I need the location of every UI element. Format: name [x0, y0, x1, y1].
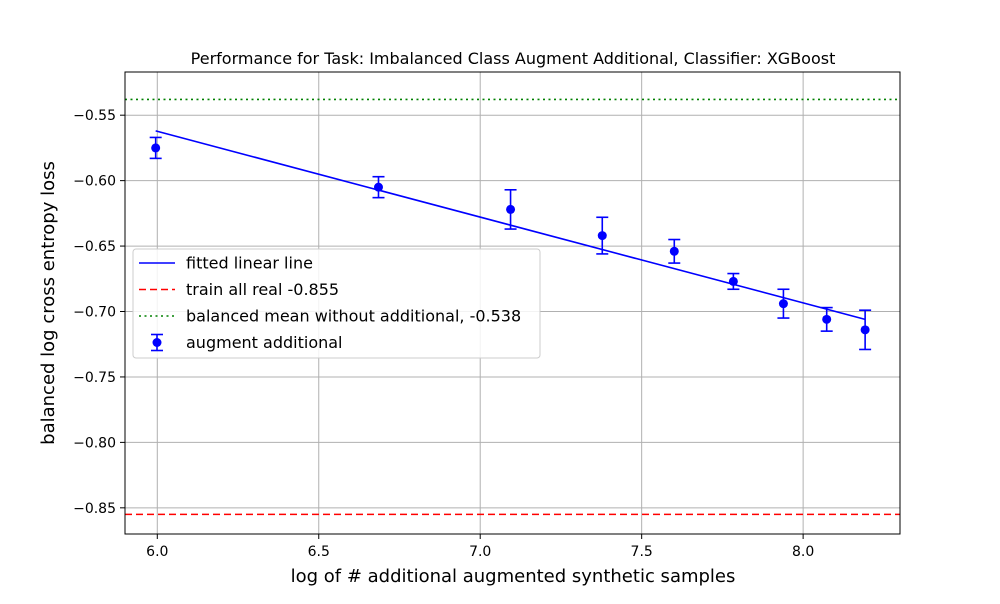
data-point: [728, 276, 738, 286]
data-point: [597, 231, 607, 241]
x-tick-label: 6.0: [146, 544, 168, 560]
chart-title: Performance for Task: Imbalanced Class A…: [191, 49, 836, 68]
data-point: [860, 325, 870, 335]
data-point: [669, 246, 679, 256]
data-point: [151, 143, 161, 153]
legend-box: [132, 248, 541, 359]
y-tick-label: −0.65: [73, 239, 116, 255]
x-axis-label: log of # additional augmented synthetic …: [291, 566, 736, 587]
legend-entry: train all real -0.855: [139, 280, 339, 299]
data-markers: [149, 136, 872, 351]
y-tick-label: −0.55: [73, 108, 116, 124]
data-point: [778, 299, 788, 309]
x-tick-label: 7.5: [631, 544, 653, 560]
data-point: [373, 182, 383, 192]
y-tick-label: −0.75: [73, 370, 116, 386]
legend-marker: [152, 338, 162, 347]
legend-label: train all real -0.855: [186, 280, 339, 299]
y-tick-label: −0.60: [73, 174, 116, 190]
legend-label: balanced mean without additional, -0.538: [186, 307, 521, 326]
y-tick-label: −0.70: [73, 305, 116, 321]
x-tick-label: 8.0: [792, 544, 814, 560]
data-point: [506, 204, 516, 214]
legend-label: fitted linear line: [186, 254, 313, 273]
y-tick-label: −0.85: [73, 501, 116, 517]
data-point: [822, 314, 832, 324]
legend-label: augment additional: [186, 333, 343, 352]
legend-entry: fitted linear line: [139, 254, 313, 273]
y-axis-label: balanced log cross entropy loss: [38, 161, 59, 445]
legend-entry: balanced mean without additional, -0.538: [139, 307, 521, 326]
x-tick-label: 7.0: [469, 544, 491, 560]
plot-frame: [124, 71, 901, 535]
x-tick-label: 6.5: [308, 544, 330, 560]
legend-entry: augment additional: [151, 333, 343, 352]
y-tick-label: −0.80: [73, 435, 116, 451]
legend: fitted linear line train all real -0.855 b…: [132, 248, 541, 359]
axis-ticks: 6.0 6.5 7.0 7.5 8.0 −0.55 −0.60 −0.65 −0.70 −0.75…: [73, 108, 814, 560]
